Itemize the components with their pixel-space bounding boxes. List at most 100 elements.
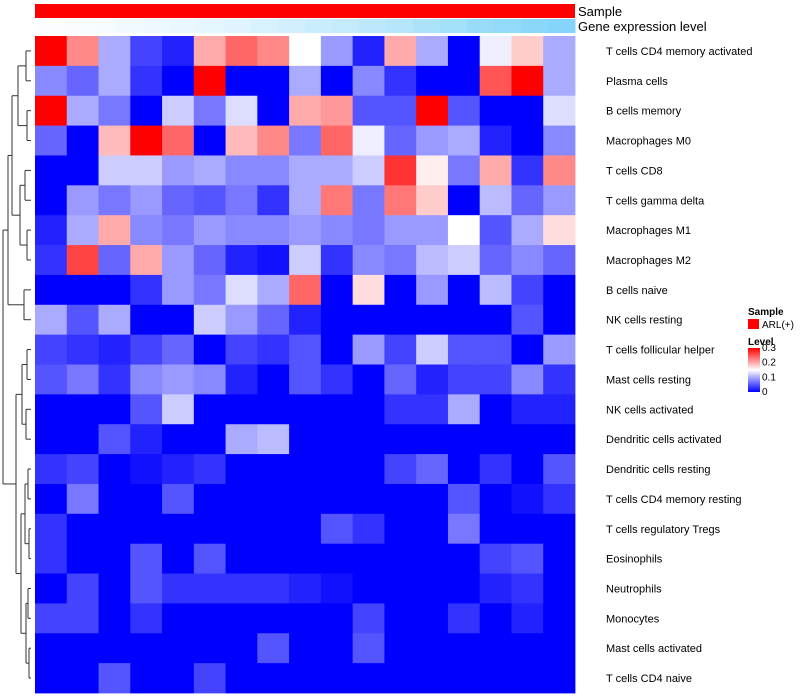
heatmap-cell <box>193 215 226 246</box>
row-label: Macrophages M2 <box>606 255 691 267</box>
heatmap-cell <box>66 633 99 664</box>
heatmap-cell <box>225 95 258 126</box>
heatmap-cell <box>320 394 354 425</box>
row-label: NK cells activated <box>606 404 693 416</box>
heatmap-cell <box>130 155 163 186</box>
gene-annotation-cell <box>440 19 468 33</box>
heatmap-cell <box>416 245 449 276</box>
heatmap-cell <box>98 65 131 97</box>
heatmap-cell <box>66 334 99 365</box>
heatmap-cell <box>225 483 258 515</box>
heatmap-cell <box>130 274 163 306</box>
legend-sample-entry: ARL(+) <box>762 320 794 331</box>
heatmap-cell <box>35 36 68 67</box>
gene-annotation-cell <box>359 19 387 33</box>
heatmap-cell <box>416 454 449 485</box>
heatmap-cell <box>352 483 385 515</box>
heatmap-cell <box>511 274 544 306</box>
heatmap-cell <box>98 274 131 306</box>
heatmap-cell <box>257 36 290 67</box>
heatmap-cell <box>447 483 481 515</box>
heatmap-cell <box>257 334 290 365</box>
gene-annotation-cell <box>332 19 360 33</box>
heatmap-cell <box>384 274 417 306</box>
heatmap-cell <box>98 215 131 246</box>
heatmap-cell <box>543 513 576 545</box>
heatmap-cell <box>384 513 417 545</box>
heatmap-cell <box>225 454 258 485</box>
gene-annotation-cell <box>89 19 117 33</box>
heatmap-cell <box>320 424 354 455</box>
row-label: T cells CD4 memory resting <box>606 494 742 506</box>
heatmap-cell <box>225 155 258 186</box>
heatmap-cell <box>543 543 576 574</box>
heatmap-cell <box>130 663 163 694</box>
heatmap-cell <box>511 633 544 664</box>
heatmap-cell <box>416 304 449 336</box>
gene-annotation-cell <box>251 19 279 33</box>
heatmap-cell <box>543 155 576 186</box>
heatmap-cell <box>447 334 481 365</box>
heatmap-cell <box>543 215 576 246</box>
heatmap-cell <box>447 215 481 246</box>
row-dendrogram <box>2 50 31 679</box>
heatmap-cell <box>98 543 131 574</box>
gene-annotation-label: Gene expression level <box>578 19 707 34</box>
heatmap-cell <box>479 513 512 545</box>
heatmap-cell <box>511 424 544 455</box>
heatmap-cell <box>35 573 68 604</box>
heatmap-cell <box>98 483 131 515</box>
row-label: T cells gamma delta <box>606 195 705 207</box>
gene-annotation-cell <box>116 19 144 33</box>
heatmap-cell <box>225 36 258 67</box>
heatmap-cell <box>384 603 417 634</box>
heatmap-cell <box>384 394 417 425</box>
heatmap-cell <box>225 185 258 216</box>
heatmap-cell <box>511 364 544 395</box>
heatmap-cell <box>416 95 449 126</box>
heatmap-cell <box>257 304 290 336</box>
heatmap-cell <box>257 663 290 694</box>
heatmap-cell <box>257 394 290 425</box>
heatmap-cell <box>352 185 385 216</box>
heatmap-cell <box>35 364 68 395</box>
heatmap-cell <box>289 155 322 186</box>
heatmap-cell <box>257 125 290 156</box>
heatmap-cell <box>257 454 290 485</box>
heatmap-cell <box>66 125 99 156</box>
heatmap-cell <box>130 603 163 634</box>
row-label: Neutrophils <box>606 583 662 595</box>
heatmap-cell <box>447 185 481 216</box>
heatmap-cell <box>447 424 481 455</box>
heatmap-cell <box>543 603 576 634</box>
heatmap-cell <box>289 36 322 67</box>
sample-annotation-bar <box>35 4 575 18</box>
row-label: Macrophages M1 <box>606 225 691 237</box>
heatmap-cell <box>257 603 290 634</box>
heatmap-cell <box>384 65 417 97</box>
heatmap-cell <box>479 603 512 634</box>
gene-annotation-cell <box>413 19 441 33</box>
sample-annotation-label: Sample <box>578 4 622 19</box>
heatmap-cell <box>66 603 99 634</box>
heatmap-cell <box>66 424 99 455</box>
heatmap-cell <box>352 274 385 306</box>
heatmap-cell <box>384 215 417 246</box>
heatmap-cell <box>257 364 290 395</box>
heatmap-cell <box>447 633 481 664</box>
heatmap-cell <box>225 394 258 425</box>
heatmap-cell <box>193 155 226 186</box>
heatmap-cell <box>193 36 226 67</box>
heatmap-cell <box>66 663 99 694</box>
heatmap-cell <box>289 274 322 306</box>
heatmap-cell <box>193 573 226 604</box>
heatmap-cell <box>320 663 354 694</box>
heatmap-cell <box>352 36 385 67</box>
heatmap-cell <box>98 245 131 276</box>
heatmap-cell <box>352 155 385 186</box>
heatmap-cell <box>320 155 354 186</box>
row-label: B cells memory <box>606 106 682 118</box>
legend-ticks: 0.3 0.2 0.1 0 <box>762 343 776 398</box>
heatmap-cell <box>130 394 163 425</box>
heatmap-cell <box>543 483 576 515</box>
